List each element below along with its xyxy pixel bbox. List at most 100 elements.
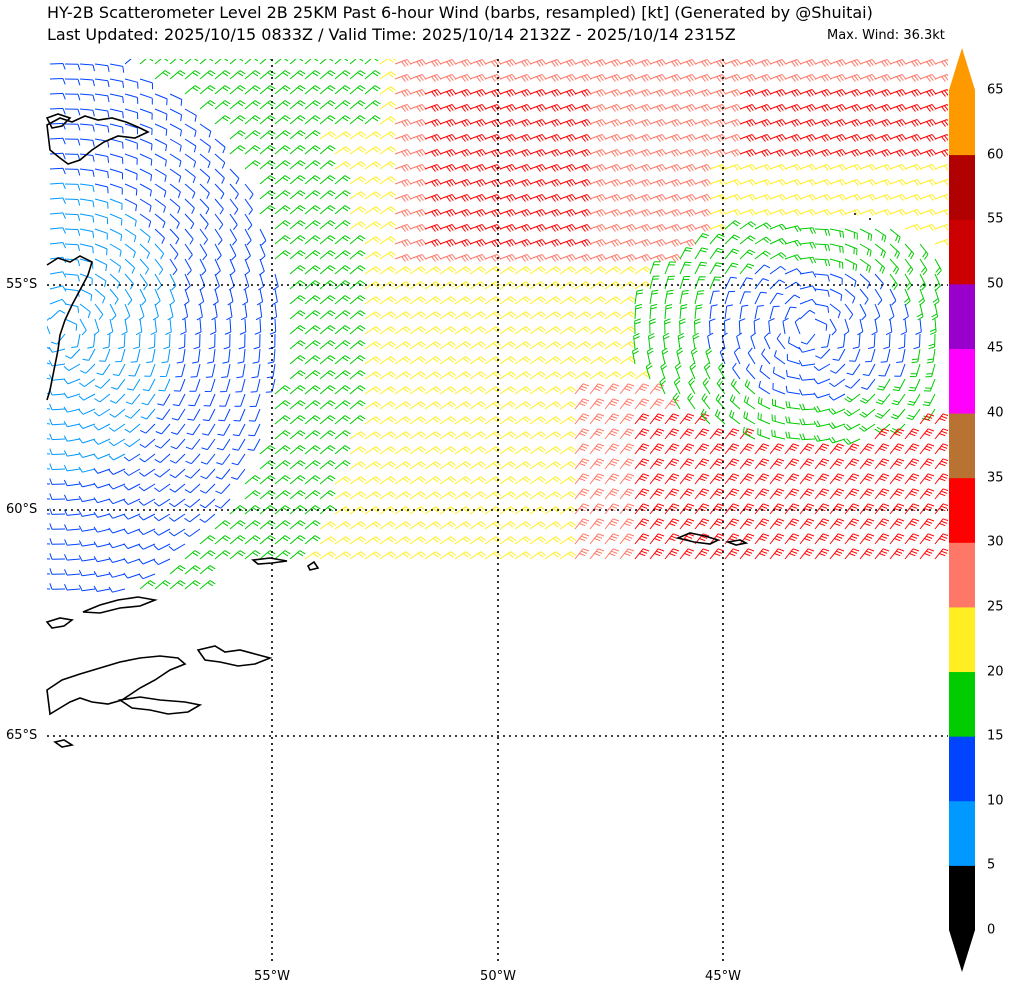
wind-barb (319, 370, 336, 380)
wind-barb (889, 74, 907, 82)
wind-barb (499, 476, 517, 485)
wind-barb (409, 59, 427, 67)
wind-barb (619, 428, 635, 440)
wind-barb (349, 265, 366, 275)
wind-barb (319, 250, 336, 260)
wind-barb (334, 100, 351, 110)
wind-barb (259, 59, 276, 65)
wind-barb (63, 420, 81, 428)
wind-barb (142, 378, 156, 392)
wind-barb (128, 363, 141, 377)
wind-barb (183, 288, 190, 306)
wind-barb (49, 463, 66, 470)
wind-barb (934, 224, 948, 231)
wind-barb (559, 521, 577, 530)
wind-barb (199, 59, 216, 65)
wind-barb (154, 198, 166, 213)
wind-barb (814, 149, 832, 157)
wind-barb (379, 401, 397, 410)
wind-barb (859, 518, 875, 530)
wind-barb (919, 164, 937, 171)
wind-barb (694, 149, 712, 157)
wind-barb (829, 473, 845, 485)
wind-barb (529, 371, 547, 380)
wind-barb (71, 333, 81, 348)
wind-barb (574, 281, 592, 290)
wind-barb (102, 333, 111, 349)
wind-barb (469, 371, 487, 380)
wind-barb (169, 123, 182, 137)
wind-barb (694, 443, 710, 455)
wind-barb (709, 262, 723, 275)
wind-barb (454, 476, 472, 485)
wind-barb (739, 473, 755, 485)
wind-barb (694, 318, 701, 335)
wind-barb (195, 318, 202, 335)
wind-barb (214, 520, 231, 530)
wind-barb (694, 233, 709, 245)
wind-barb (139, 59, 156, 65)
wind-barb (214, 183, 225, 200)
wind-barb (64, 509, 81, 516)
wind-barb (738, 318, 746, 335)
wind-barb (634, 281, 652, 290)
wind-barb (270, 303, 278, 321)
wind-barb (844, 393, 861, 403)
wind-barb (184, 153, 197, 168)
wind-barb (934, 428, 948, 440)
wind-barb (799, 389, 816, 396)
wind-barb (274, 535, 291, 545)
wind-barb (821, 333, 831, 348)
wind-barb (319, 340, 336, 350)
wind-barb (904, 428, 920, 440)
wind-barb (559, 89, 577, 97)
wind-barb (469, 341, 487, 350)
wind-barb (229, 145, 246, 155)
wind-barb (634, 179, 652, 187)
wind-barb (117, 333, 126, 350)
wind-barb (739, 209, 757, 216)
wind-barb (799, 518, 815, 530)
wind-barb (769, 252, 787, 260)
wind-barb (934, 89, 948, 97)
wind-barb (574, 473, 590, 485)
wind-barb (664, 398, 680, 410)
wind-barb (784, 443, 800, 455)
wind-barb (454, 311, 472, 320)
wind-barb (99, 348, 111, 362)
wind-barb (687, 392, 696, 410)
wind-barb (724, 533, 740, 545)
wind-barb (244, 535, 261, 545)
wind-barb (304, 415, 321, 425)
wind-barb (154, 123, 168, 136)
wind-barb (109, 108, 124, 119)
wind-barb (828, 408, 846, 415)
wind-barb (799, 418, 816, 426)
wind-barb (379, 281, 397, 290)
wind-barb (409, 119, 427, 127)
wind-barb (169, 93, 183, 106)
wind-barb (829, 488, 845, 500)
wind-barb (874, 503, 890, 515)
wind-barb (844, 59, 862, 67)
wind-barb (259, 190, 276, 200)
wind-barb (94, 228, 108, 240)
wind-barb (409, 179, 427, 187)
wind-barb (394, 446, 412, 455)
wind-barb (319, 131, 337, 140)
wind-barb (649, 59, 667, 67)
wind-barb (439, 506, 457, 515)
wind-barb (154, 138, 168, 152)
wind-barb (709, 276, 722, 290)
wind-barb (49, 242, 67, 249)
wind-barb (214, 70, 231, 80)
wind-barb (154, 228, 165, 244)
wind-barb (169, 580, 186, 590)
wind-barb (814, 243, 831, 252)
wind-barb (349, 85, 366, 95)
wind-barb (364, 281, 382, 290)
wind-barb (908, 378, 921, 392)
wind-barb (94, 63, 110, 72)
wind-barb (289, 85, 306, 95)
wind-barb (903, 288, 911, 306)
